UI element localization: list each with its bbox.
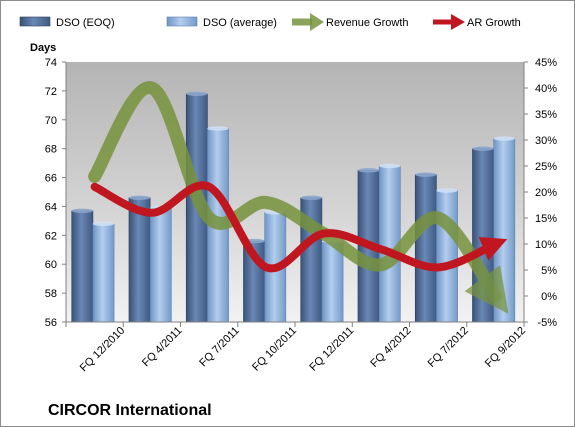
bar-top-highlight [300, 195, 322, 200]
y2-tick-label: 35% [535, 109, 557, 121]
y2-tick-label: 15% [535, 213, 557, 225]
y-tick-label: 56 [45, 317, 57, 329]
bar-top-highlight [436, 188, 458, 193]
bar-top-highlight [472, 146, 494, 151]
legend-label-revenue-growth: Revenue Growth [326, 17, 409, 29]
y-ticks-right: -5% 0% 5% 10% 15% 20% 25% 30% 35% 40% 45% [524, 57, 557, 329]
bar-top-highlight [379, 163, 401, 169]
y2-tick-label: 40% [535, 83, 557, 95]
bar-dso-average [436, 190, 458, 323]
y2-tick-label: 5% [541, 265, 557, 277]
y2-tick-label: 25% [535, 161, 557, 173]
bar-top-highlight [493, 136, 515, 141]
legend-label-dso-average: DSO (average) [203, 17, 277, 29]
y2-tick-label: 10% [535, 239, 557, 251]
y-tick-label: 68 [45, 144, 57, 156]
bar-top-highlight [92, 221, 115, 226]
bar-top-highlight [71, 208, 93, 213]
company-title: CIRCOR International [48, 402, 212, 419]
y-tick-label: 66 [45, 173, 57, 185]
y-tick-label: 72 [45, 86, 57, 98]
bar-top-highlight [186, 91, 208, 96]
y-ticks-left: 56 58 60 62 64 66 68 70 72 74 [45, 57, 66, 329]
y2-tick-label: -5% [537, 317, 557, 329]
y2-tick-label: 20% [535, 187, 557, 199]
line-revenue-growth [88, 81, 509, 314]
legend-label-dso-eoq: DSO (EOQ) [56, 17, 115, 29]
bar-top-highlight [357, 168, 380, 173]
bar-dso-eoq [414, 174, 437, 323]
y-tick-label: 74 [45, 57, 57, 69]
legend: DSO (EOQ) DSO (average) Revenue Growth AR G… [19, 13, 521, 31]
lines-layer [88, 81, 509, 314]
line-ar-growth [90, 181, 508, 273]
legend-swatch-dso-average [166, 16, 198, 27]
y-tick-label: 58 [45, 288, 57, 300]
bar-dso-eoq [71, 210, 94, 323]
y2-tick-label: 30% [535, 135, 557, 147]
y2-tick-label: 45% [535, 57, 557, 69]
legend-arrow-ar-growth [451, 14, 465, 30]
legend-swatch-dso-eoq [19, 16, 51, 27]
legend-label-ar-growth: AR Growth [467, 17, 521, 29]
y-tick-label: 64 [45, 201, 57, 213]
bar-top-highlight [128, 195, 151, 200]
bar-top-highlight [207, 126, 229, 131]
bar-dso-average [92, 223, 115, 323]
bar-dso-average [149, 207, 172, 323]
bar-top-highlight [415, 172, 437, 177]
y-tick-label: 60 [45, 259, 57, 271]
y-tick-label: 70 [45, 115, 57, 127]
bar-dso-average [321, 240, 344, 323]
y-axis-title: Days [30, 42, 56, 54]
y2-tick-label: 0% [541, 291, 557, 303]
y-tick-label: 62 [45, 230, 57, 242]
legend-arrow-revenue-growth [310, 13, 324, 31]
